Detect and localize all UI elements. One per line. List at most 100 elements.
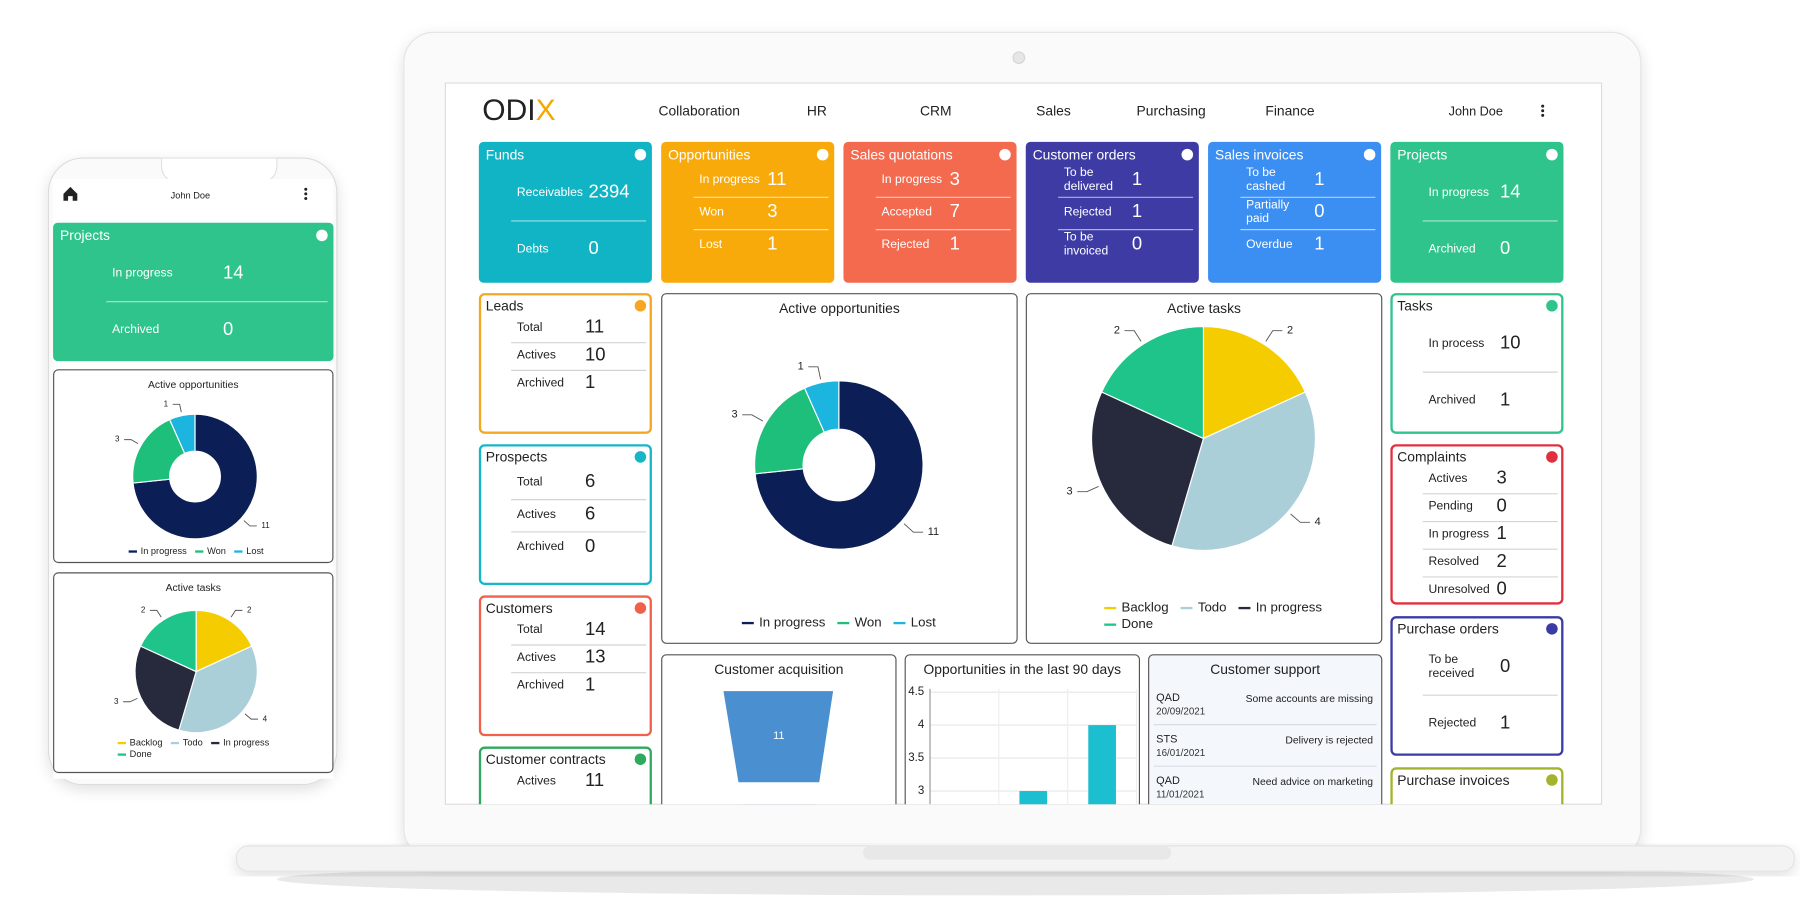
- row-value: 11: [585, 769, 604, 790]
- slice-label: 1: [798, 361, 804, 373]
- tile[interactable]: Customer orders To be delivered 1 Rejected 1 T…: [1025, 141, 1199, 283]
- tile-box: [478, 293, 652, 434]
- nav-item[interactable]: Finance: [1265, 103, 1315, 119]
- row-label: Total: [517, 320, 543, 334]
- tile[interactable]: Projects In progress 14 Archived 0: [1390, 141, 1564, 283]
- row-label: Actives: [517, 773, 556, 787]
- leader-line: [1124, 330, 1142, 342]
- leader-line: [1290, 513, 1310, 523]
- tile[interactable]: Customer contracts Actives 11: [478, 746, 652, 886]
- tile[interactable]: Purchase invoices: [1390, 767, 1564, 906]
- row-label: Archived: [517, 539, 564, 553]
- tile-box: [661, 141, 835, 283]
- legend-label: In progress: [759, 615, 826, 630]
- tile-title: Purchase orders: [1397, 621, 1499, 637]
- tile-box: [1208, 141, 1382, 283]
- row-value: 1: [585, 673, 595, 694]
- legend: In progress Won Lost: [128, 546, 264, 556]
- tile-title: Complaints: [1397, 449, 1466, 465]
- laptop-notch: [863, 845, 1172, 860]
- tile[interactable]: Purchase orders To be received 0 Rejected 1: [1390, 616, 1564, 756]
- row-value: 1: [585, 371, 595, 392]
- tile[interactable]: Sales quotations In progress 3 Accepted 7 Rej…: [843, 141, 1017, 283]
- tile-title: Customer contracts: [486, 751, 606, 767]
- legend-label: Done: [130, 749, 152, 759]
- status-dot: [634, 753, 647, 765]
- menu-icon[interactable]: [1541, 104, 1545, 117]
- tile[interactable]: Funds Receivables 2394 Debts 0: [478, 141, 652, 283]
- row-label: In process: [1428, 336, 1484, 350]
- leader-line: [1077, 485, 1099, 493]
- pie-slice: [1091, 391, 1205, 547]
- panel-title: Active opportunities: [148, 380, 239, 391]
- phone-notch: [160, 157, 278, 182]
- pie-slice: [754, 380, 924, 550]
- row-label: Total: [517, 622, 543, 636]
- slice-label: 2: [247, 606, 252, 615]
- tile-box: [478, 595, 652, 737]
- bar: [1088, 725, 1116, 805]
- row-value: 0: [1497, 577, 1507, 598]
- menu-dot: [304, 196, 308, 200]
- leader-line: [1265, 330, 1283, 342]
- user-name[interactable]: John Doe: [171, 191, 210, 201]
- row-value: 14: [1500, 181, 1521, 202]
- slice-label: 3: [114, 697, 119, 706]
- row-label: Debts: [517, 241, 549, 255]
- panel: [1148, 654, 1383, 805]
- legend-label: Done: [1121, 616, 1153, 631]
- nav-item[interactable]: Collaboration: [658, 103, 739, 119]
- leader-line: [243, 520, 257, 527]
- ticket-code: STS: [1156, 734, 1177, 746]
- legend-label: In progress: [141, 546, 188, 556]
- row-value: 0: [588, 237, 598, 258]
- status-dot: [634, 451, 647, 463]
- nav-item[interactable]: Purchasing: [1137, 103, 1206, 119]
- row-value: 11: [767, 168, 786, 189]
- row-label: Partially paid: [1246, 198, 1290, 226]
- row-label: Lost: [699, 237, 723, 251]
- leader-line: [230, 609, 243, 618]
- tile[interactable]: Complaints Actives 3 Pending 0 In progress 1 Re…: [1390, 444, 1564, 605]
- row-label: Unresolved: [1428, 582, 1489, 596]
- home-icon[interactable]: [63, 186, 78, 201]
- row-label: Total: [517, 475, 543, 489]
- panel-title: Active opportunities: [779, 300, 900, 316]
- leader-line: [149, 609, 162, 618]
- pie-slice: [132, 413, 258, 540]
- y-tick-label: 4: [918, 719, 925, 731]
- legend-item: Todo: [1180, 600, 1227, 615]
- nav-item[interactable]: CRM: [920, 103, 951, 119]
- tile[interactable]: Leads Total 11 Actives 10 Archived 1: [478, 293, 652, 434]
- row-label: Actives: [517, 348, 556, 362]
- nav-item[interactable]: HR: [807, 103, 827, 119]
- tile[interactable]: Projects In progress 14 Archived 0: [53, 222, 334, 362]
- status-dot: [1546, 148, 1558, 161]
- legend-label: Todo: [1198, 600, 1227, 615]
- slice-label: 11: [928, 526, 939, 538]
- status-dot: [1546, 774, 1558, 786]
- row-label: Archived: [1428, 241, 1475, 255]
- nav-item[interactable]: Sales: [1036, 103, 1071, 119]
- menu-dot: [1541, 109, 1545, 113]
- tile[interactable]: Sales invoices To be cashed 1 Partially paid 0…: [1208, 141, 1382, 283]
- row-label: To be received: [1428, 652, 1474, 680]
- user-name[interactable]: John Doe: [1449, 104, 1503, 118]
- tile[interactable]: Tasks In process 10 Archived 1: [1390, 293, 1564, 434]
- leader-line: [124, 439, 139, 445]
- tile[interactable]: Customers Total 14 Actives 13 Archived 1: [478, 595, 652, 737]
- leader-line: [244, 713, 259, 720]
- row-value: 3: [950, 168, 960, 189]
- slice-label: 3: [732, 409, 738, 421]
- tile-box: [53, 222, 334, 362]
- menu-icon[interactable]: [304, 187, 308, 200]
- row-value: 1: [1497, 522, 1507, 543]
- tile[interactable]: Opportunities In progress 11 Won 3 Lost 1: [661, 141, 835, 283]
- tile[interactable]: Prospects Total 6 Actives 6 Archived 0: [478, 444, 652, 585]
- row-label: Receivables: [517, 185, 583, 199]
- pie-slice: [134, 645, 197, 731]
- row-value: 2394: [588, 181, 629, 202]
- row-value: 14: [585, 618, 606, 639]
- row-value: 14: [223, 261, 244, 282]
